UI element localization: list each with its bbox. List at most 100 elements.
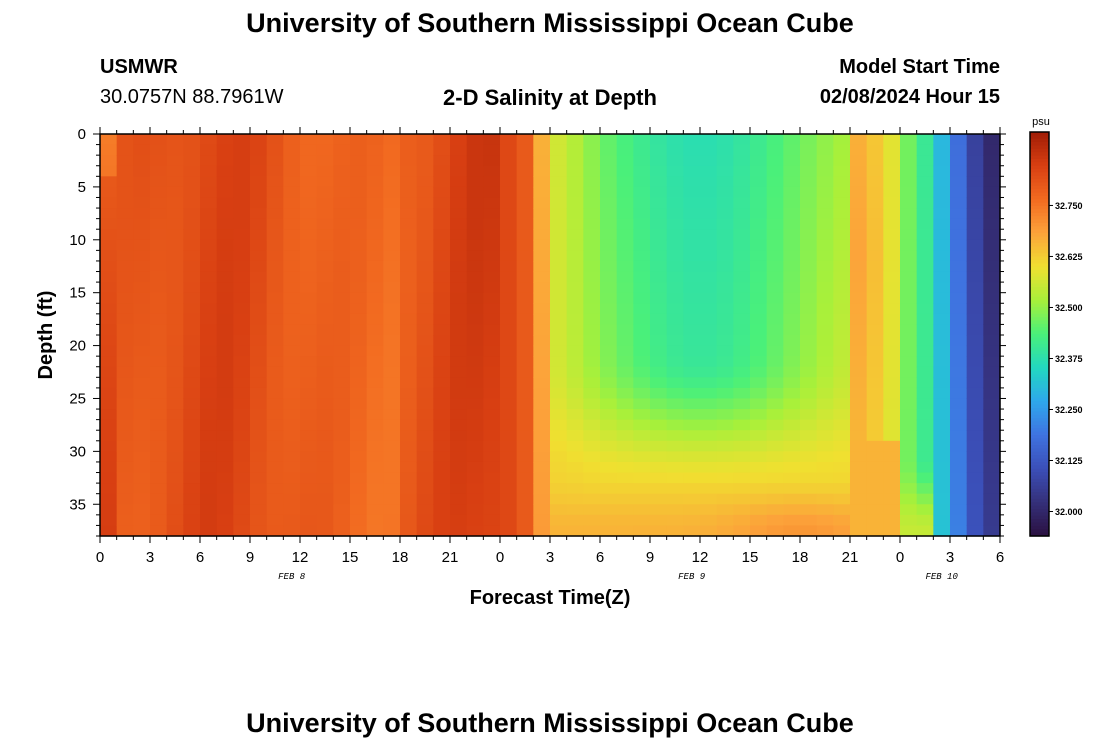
heatmap-cell [833,514,851,527]
heatmap-cell [550,208,568,220]
heatmap-cell [200,345,218,357]
colorbar-segment [1030,330,1049,335]
heatmap-cell [966,144,984,156]
heatmap-cell [933,250,951,262]
colorbar-segment [1030,529,1049,534]
heatmap-cell [233,345,251,357]
heatmap-cell [133,345,151,357]
heatmap-cell [816,493,834,505]
heatmap-cell [700,144,718,156]
heatmap-cell [266,176,284,188]
heatmap-cell [416,377,434,389]
heatmap-cell [333,409,351,421]
heatmap-cell [566,451,584,463]
heatmap-cell [400,208,418,220]
heatmap-cell [233,483,251,495]
heatmap-cell [250,250,268,262]
colorbar-segment [1030,468,1049,473]
heatmap-cell [166,525,184,537]
heatmap-cell [516,451,534,463]
heatmap-cell [400,483,418,495]
heatmap-cell [250,472,268,484]
heatmap-cell [450,419,468,431]
heatmap-cell [716,419,734,431]
heatmap-cell [983,419,1001,431]
heatmap-cell [383,419,401,431]
heatmap-cell [633,260,651,273]
heatmap-cell [900,483,918,495]
heatmap-cell [400,398,418,410]
heatmap-cell [166,409,184,421]
colorbar-segment [1030,347,1049,352]
heatmap-cell [916,377,934,389]
heatmap-cell [850,186,868,199]
heatmap-cell [733,451,751,463]
heatmap-cell [733,430,751,442]
heatmap-cell [100,409,118,421]
heatmap-cell [650,451,668,463]
heatmap-cell [866,155,884,167]
heatmap-cell [366,186,384,199]
heatmap-cell [800,303,818,315]
heatmap-cell [600,409,618,421]
heatmap-cell [450,176,468,188]
heatmap-cell [783,134,801,146]
heatmap-cell [250,186,268,199]
heatmap-cell [400,218,418,230]
heatmap-cell [800,440,818,452]
heatmap-cell [450,356,468,368]
heatmap-cell [100,303,118,315]
heatmap-cell [916,366,934,378]
heatmap-cell [100,144,118,156]
heatmap-cell [616,398,634,410]
heatmap-cell [500,430,518,442]
heatmap-cell [666,419,684,431]
heatmap-cell [683,461,701,474]
heatmap-cell [750,282,768,294]
heatmap-cell [816,356,834,368]
colorbar-segment [1030,350,1049,355]
heatmap-cell [116,377,134,389]
heatmap-cell [316,176,334,188]
heatmap-cell [933,504,951,516]
heatmap-cell [833,377,851,389]
heatmap-cell [766,271,784,283]
x-tick-label: 18 [792,549,809,566]
heatmap-cell [566,324,584,336]
heatmap-cell [483,356,501,368]
heatmap-cell [700,165,718,177]
heatmap-cell [766,176,784,188]
heatmap-cell [900,239,918,251]
heatmap-cell [933,440,951,452]
heatmap-cell [783,514,801,527]
heatmap-cell [583,504,601,516]
heatmap-cell [950,176,968,188]
heatmap-cell [733,504,751,516]
colorbar-segment [1030,256,1049,261]
heatmap-cell [566,483,584,495]
heatmap-cell [850,197,868,209]
heatmap-cell [900,451,918,463]
heatmap-cell [833,451,851,463]
heatmap-cell [633,377,651,389]
heatmap-cell [650,176,668,188]
heatmap-cell [966,440,984,452]
heatmap-cell [166,271,184,283]
heatmap-cell [600,504,618,516]
heatmap-cell [233,239,251,251]
colorbar-tick-label: 32.750 [1055,201,1083,211]
colorbar-segment [1030,266,1049,271]
heatmap-cell [200,239,218,251]
heatmap-cell [450,366,468,378]
heatmap-cell [916,176,934,188]
heatmap-cell [466,260,484,273]
heatmap-cell [916,493,934,505]
heatmap-cell [516,144,534,156]
heatmap-cell [150,398,168,410]
heatmap-cell [433,292,451,304]
heatmap-cell [983,239,1001,251]
heatmap-cell [650,409,668,421]
heatmap-cell [600,451,618,463]
heatmap-cell [983,430,1001,442]
heatmap-cell [683,419,701,431]
